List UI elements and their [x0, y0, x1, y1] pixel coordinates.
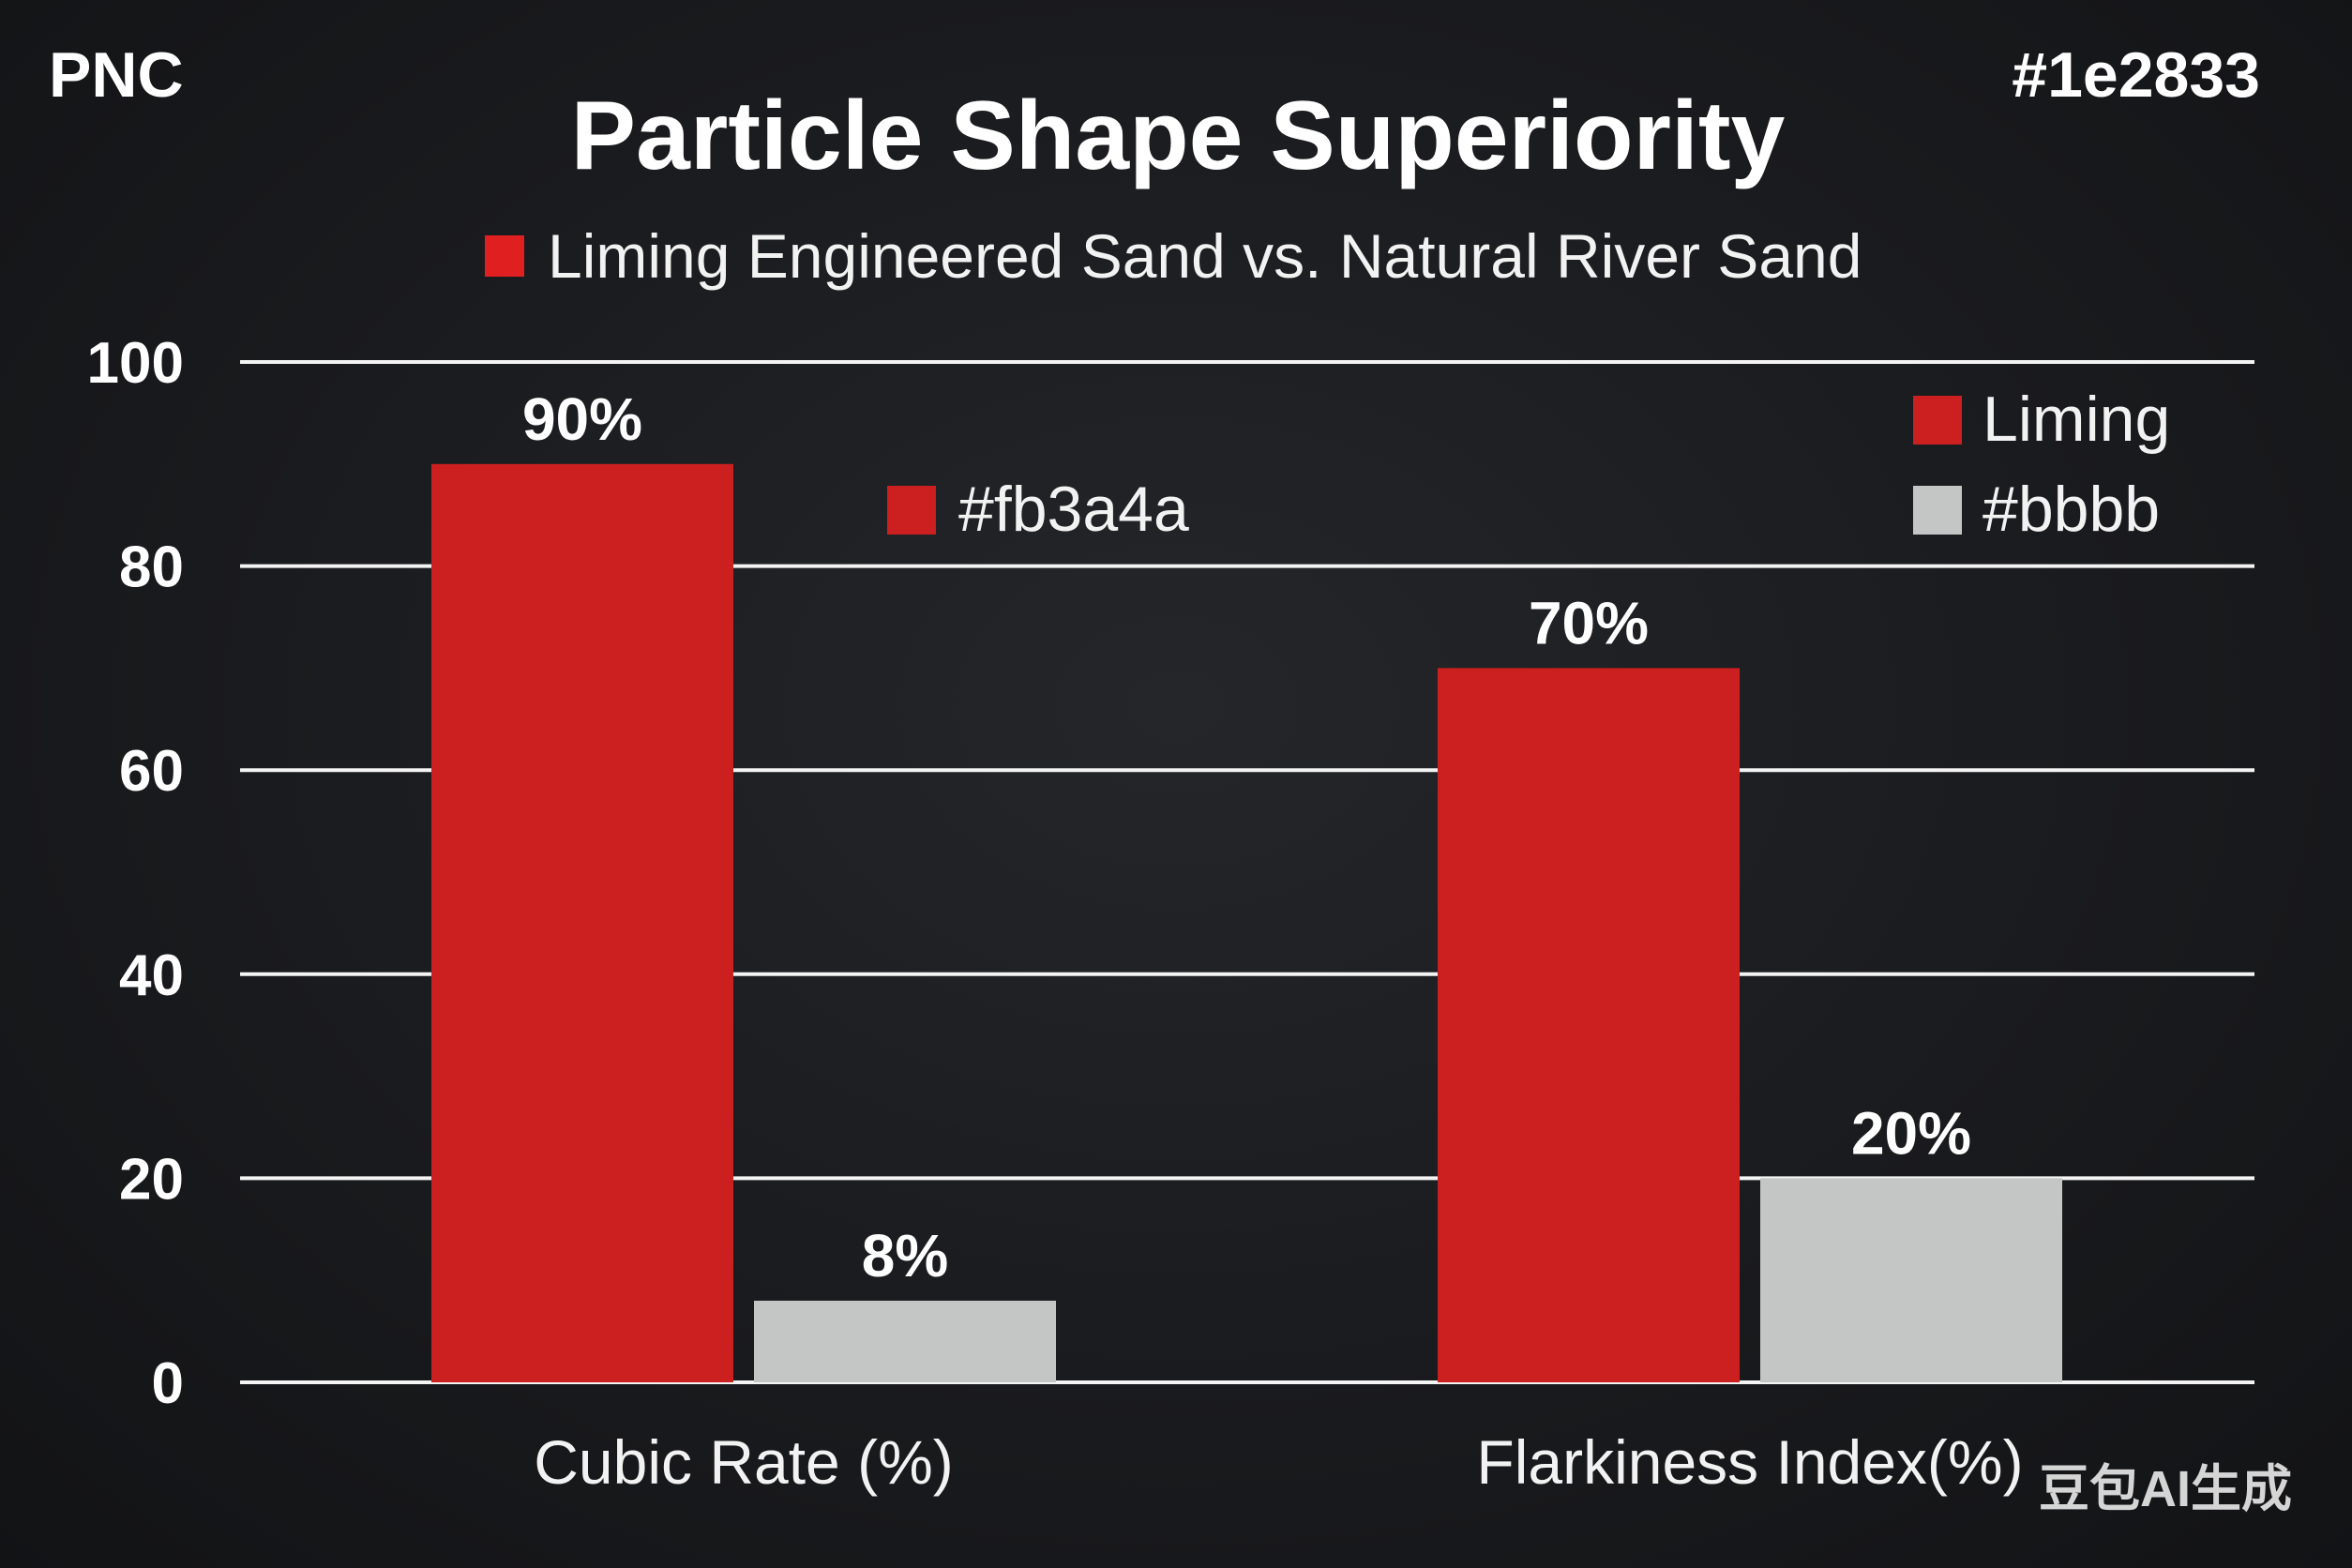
y-tick-label-0: 0 [152, 1351, 184, 1416]
value-labels: 90% 8% 70% 20% [522, 385, 1971, 1289]
legend: Liming #bbbb [1913, 384, 2170, 545]
value-label-series-2-0: 8% [862, 1222, 949, 1289]
watermark-text: 豆包AI生成 [2039, 1461, 2292, 1517]
y-tick-label-20: 20 [119, 1147, 184, 1212]
y-tick-label-60: 60 [119, 739, 184, 804]
inline-legend-label: #fb3a4a [958, 474, 1189, 545]
bar-liming-0 [431, 463, 733, 1382]
corner-right-label: #1e2833 [2012, 39, 2260, 111]
inline-legend-swatch [887, 486, 936, 535]
chart-title: Particle Shape Superiority [571, 82, 1786, 190]
x-axis-categories: Cubic Rate (%) Flarkiness Index(%) [534, 1427, 2023, 1497]
bars [431, 463, 2062, 1382]
inline-legend: #fb3a4a [887, 474, 1189, 545]
corner-left-label: PNC [49, 39, 184, 111]
legend-swatch-liming [1913, 396, 1962, 445]
value-label-liming-1: 70% [1529, 589, 1649, 656]
y-axis-ticks: 0 20 40 60 80 100 [87, 331, 184, 1416]
chart-subtitle: Liming Engineered Sand vs. Natural River… [548, 221, 1862, 291]
y-tick-label-40: 40 [119, 943, 184, 1008]
subtitle-marker [485, 235, 524, 277]
legend-label-series-2: #bbbb [1983, 474, 2160, 545]
value-label-liming-0: 90% [522, 385, 642, 453]
legend-label-liming: Liming [1983, 384, 2170, 455]
x-category-label-1: Flarkiness Index(%) [1476, 1427, 2023, 1497]
bar-series-2-1 [1760, 1178, 2062, 1382]
x-category-label-0: Cubic Rate (%) [534, 1427, 953, 1497]
y-tick-label-80: 80 [119, 535, 184, 600]
value-label-series-2-1: 20% [1851, 1099, 1971, 1167]
legend-swatch-series-2 [1913, 486, 1962, 535]
y-tick-label-100: 100 [87, 331, 184, 396]
bar-series-2-0 [754, 1300, 1056, 1382]
bar-liming-1 [1438, 668, 1740, 1382]
